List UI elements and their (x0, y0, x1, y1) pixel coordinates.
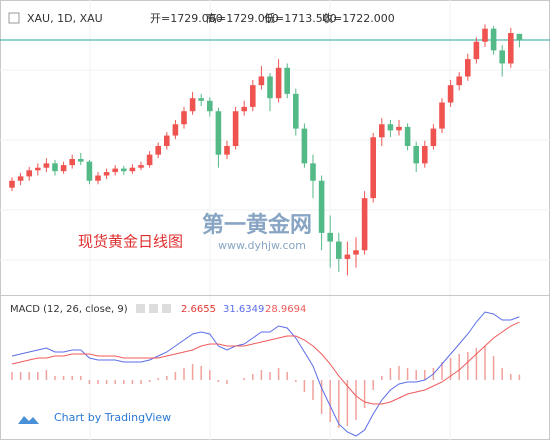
candle-body (60, 165, 67, 172)
candle-body (301, 128, 308, 164)
candle-body (121, 168, 127, 172)
indicator-title: MACD (12, 26, close, 9) (10, 304, 128, 315)
candle-body (482, 28, 488, 42)
candle-body (344, 254, 351, 259)
ohlc-label: 开=1729.060 (150, 12, 223, 25)
candle-body (9, 180, 15, 188)
settings-icon[interactable] (136, 304, 145, 313)
tv-logo (18, 416, 39, 424)
candle-body (112, 168, 118, 173)
candle-body (396, 126, 402, 131)
candle-body (516, 33, 523, 40)
candle-body (413, 145, 419, 164)
watermark-url: www.dyhjw.com (218, 239, 306, 252)
candle-body (258, 76, 265, 86)
candle-body (387, 124, 394, 131)
ohlc-label: 高=1729.060 (206, 11, 279, 25)
candle-body (310, 163, 316, 181)
candle-body (155, 145, 161, 155)
candle-body (508, 33, 514, 64)
candle-body (439, 102, 445, 129)
candle-body (232, 111, 239, 146)
candle-body (370, 137, 376, 199)
candle-body (172, 124, 179, 136)
candle-body (241, 106, 247, 112)
macd-line (11, 321, 520, 405)
candle-body (327, 232, 333, 242)
candle-body (318, 180, 325, 233)
candle-body (447, 85, 454, 103)
hide-icon[interactable] (149, 304, 158, 313)
candle-body (353, 250, 359, 255)
candle-body (138, 165, 144, 168)
indicator-value: 28.9694 (265, 304, 306, 315)
macd-line (11, 311, 520, 437)
candle-body (129, 167, 136, 172)
candle-body (267, 76, 273, 99)
candle-body (207, 100, 213, 112)
ohlc-label: 收=1722.000 (322, 11, 395, 25)
candle-body (284, 67, 290, 94)
annotation: 现货黄金日线图 (78, 233, 183, 251)
candle-body (490, 28, 497, 51)
candle-body (293, 93, 299, 129)
indicator-value: 2.6655 (181, 304, 216, 315)
candle-body (422, 145, 428, 164)
credit[interactable]: Chart by TradingView (54, 411, 171, 424)
candle-body (250, 85, 256, 107)
candle-body (52, 163, 58, 172)
remove-icon[interactable] (162, 304, 171, 313)
watermark: 第一黄金网 (202, 212, 312, 238)
candle-body (69, 159, 75, 166)
candle-body (103, 172, 110, 176)
candle-body (499, 50, 505, 64)
candle-body (275, 67, 282, 99)
candle-body (95, 175, 101, 181)
candle-body (164, 135, 170, 146)
candle-body (430, 128, 437, 146)
candle-body (78, 159, 84, 162)
candle-body (26, 170, 32, 177)
candle-body (404, 126, 411, 146)
candle-body (456, 76, 462, 86)
candle-body (465, 59, 471, 77)
candle-body (336, 241, 342, 259)
collapse-icon[interactable] (8, 12, 20, 24)
candle-body (473, 41, 480, 60)
candle-body (146, 154, 153, 166)
candle-body (86, 161, 93, 181)
candle-body (43, 163, 50, 168)
candle-body (224, 145, 230, 155)
candle-body (181, 111, 187, 125)
candle-body (379, 124, 385, 138)
candle-body (35, 167, 41, 171)
candle-body (361, 198, 368, 251)
candle-body (189, 98, 196, 112)
ohlc-label: 低=1713.500 (264, 12, 337, 25)
candle-body (17, 176, 24, 181)
indicator-value: 31.6349 (223, 304, 264, 315)
symbol-title: XAU, 1D, XAU (27, 12, 103, 25)
candle-body (215, 111, 222, 155)
candle-body (198, 98, 204, 101)
